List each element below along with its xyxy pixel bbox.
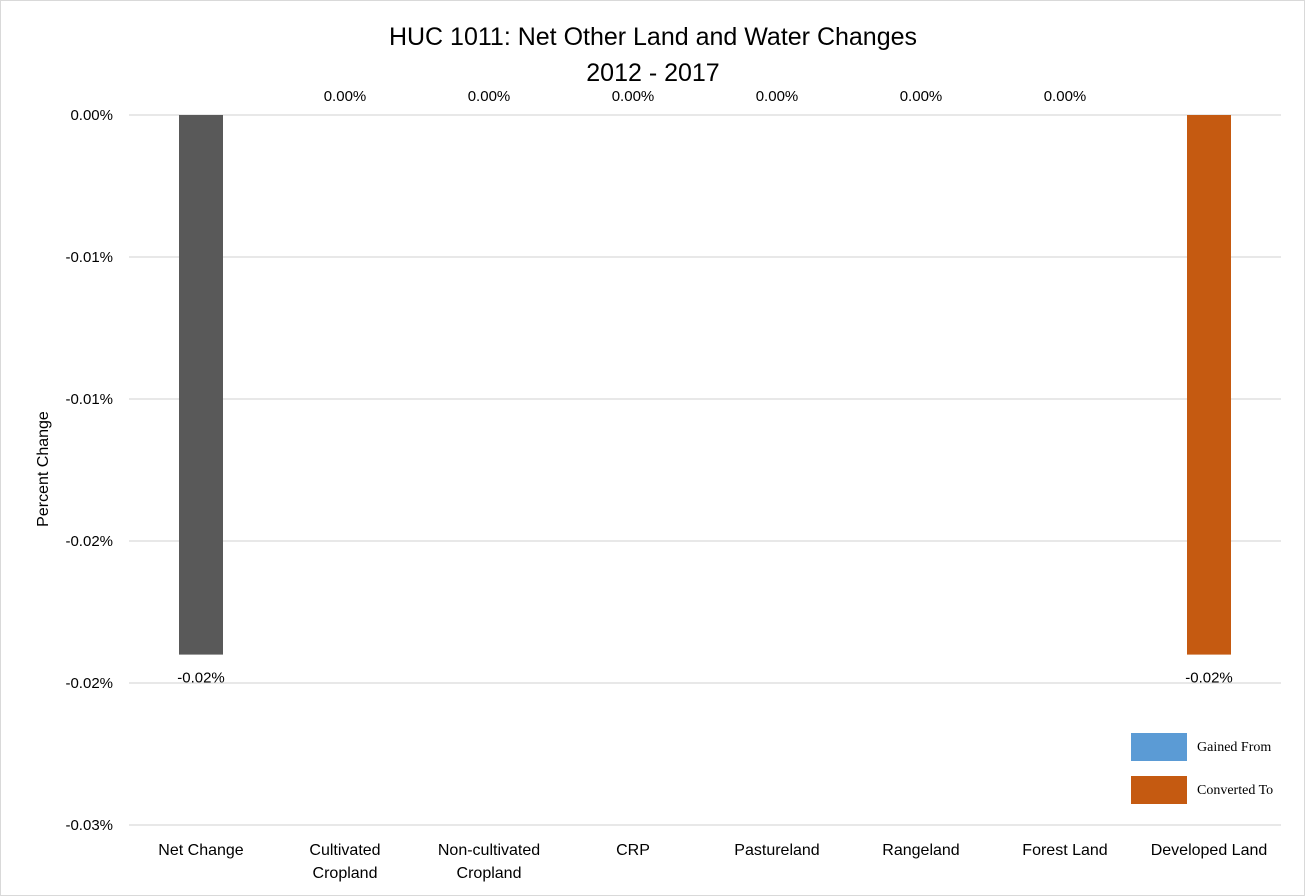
legend-swatch [1131,733,1187,761]
x-category-label: Pastureland [734,842,819,859]
y-axis-ticks: 0.00% -0.01% -0.01% -0.02% -0.02% -0.03% [65,107,113,834]
gridlines [129,114,1281,826]
data-label: 0.00% [468,88,511,105]
y-tick-label: -0.01% [65,249,113,266]
y-tick-label: 0.00% [70,107,113,124]
y-axis-label: Percent Change [35,411,52,527]
x-category-label: Cropland [313,865,378,882]
x-category-label: Forest Land [1022,842,1107,859]
chart-title: HUC 1011: Net Other Land and Water Chang… [389,23,917,51]
y-tick-label: -0.01% [65,391,113,408]
chart-subtitle: 2012 - 2017 [586,59,719,87]
data-label: 0.00% [612,88,655,105]
x-axis-categories: Net Change Cultivated Cropland Non-cultivat… [158,842,1267,882]
x-category-label: Net Change [158,842,243,859]
data-labels: -0.02% 0.00% 0.00% 0.00% 0.00% 0.00% 0.00% -0.0… [177,88,1233,687]
data-label: 0.00% [756,88,799,105]
bar [1187,115,1231,655]
x-category-label: Cultivated [309,842,380,859]
legend-label: Converted To [1197,783,1273,798]
x-category-label: Developed Land [1151,842,1268,859]
y-tick-label: -0.02% [65,675,113,692]
y-tick-label: -0.03% [65,817,113,834]
data-label: 0.00% [1044,88,1087,105]
x-category-label: Cropland [457,865,522,882]
x-category-label: Non-cultivated [438,842,540,859]
bars [179,115,1231,655]
y-tick-label: -0.02% [65,533,113,550]
data-label: 0.00% [324,88,367,105]
data-label: 0.00% [900,88,943,105]
legend: Gained From Converted To [1131,733,1273,804]
x-category-label: CRP [616,842,650,859]
legend-swatch [1131,776,1187,804]
x-category-label: Rangeland [882,842,959,859]
data-label: -0.02% [177,670,225,687]
data-label: -0.02% [1185,670,1233,687]
bar [179,115,223,655]
legend-label: Gained From [1197,740,1271,755]
